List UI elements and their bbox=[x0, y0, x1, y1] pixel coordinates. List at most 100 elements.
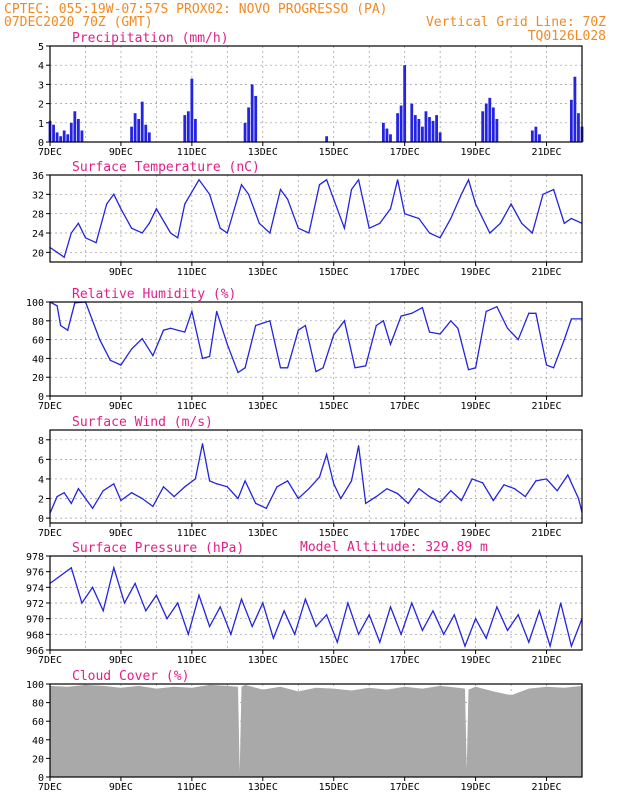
temperature-point bbox=[240, 184, 243, 186]
x-tick-label: 15DEC bbox=[319, 267, 349, 278]
wind-point bbox=[492, 499, 494, 502]
humidity-point bbox=[287, 367, 289, 369]
humidity-point bbox=[304, 324, 306, 327]
temperature-point bbox=[56, 251, 58, 253]
wind-point bbox=[120, 499, 122, 502]
precip-bar bbox=[396, 113, 399, 142]
x-tick-label: 13DEC bbox=[248, 401, 278, 412]
precip-bar bbox=[183, 115, 187, 142]
wind-point bbox=[357, 445, 360, 447]
y-tick-label: 4 bbox=[38, 475, 44, 486]
pressure-point bbox=[432, 610, 434, 612]
precip-bar bbox=[538, 134, 541, 142]
temperature-point bbox=[141, 232, 143, 234]
precip-bar bbox=[381, 122, 385, 142]
pressure-point bbox=[102, 610, 104, 612]
temperature-point bbox=[297, 227, 299, 229]
precip-bar bbox=[399, 105, 403, 142]
pressure-point bbox=[464, 645, 466, 647]
temperature-point bbox=[279, 188, 282, 191]
temperature-point bbox=[318, 184, 321, 186]
precip-bar bbox=[250, 84, 254, 142]
pressure-point bbox=[347, 602, 349, 604]
y-tick-label: 24 bbox=[32, 229, 44, 240]
x-tick-label: 11DEC bbox=[177, 401, 207, 412]
x-tick-label: 19DEC bbox=[461, 782, 491, 793]
wind-point bbox=[201, 443, 204, 445]
precip-bar bbox=[66, 134, 70, 142]
wind-point bbox=[450, 490, 452, 492]
temperature-point bbox=[467, 179, 470, 181]
precip-bar bbox=[325, 136, 329, 142]
temperature-point bbox=[308, 232, 310, 234]
temperature-point bbox=[120, 208, 122, 210]
y-tick-label: 100 bbox=[26, 680, 44, 691]
humidity-line bbox=[49, 301, 582, 374]
precip-bar bbox=[55, 132, 59, 142]
precip-bar bbox=[73, 111, 77, 142]
humidity-point bbox=[411, 312, 413, 314]
precip-bar bbox=[62, 130, 66, 142]
x-tick-label: 17DEC bbox=[390, 782, 420, 793]
wind-point bbox=[545, 478, 548, 480]
temperature-line bbox=[49, 178, 583, 259]
pressure-point bbox=[155, 594, 157, 596]
pressure-point bbox=[336, 641, 338, 643]
wind-point bbox=[386, 488, 388, 490]
temperature-point bbox=[542, 193, 544, 195]
wind-point bbox=[482, 482, 484, 484]
temperature-point bbox=[450, 217, 452, 220]
humidity-point bbox=[439, 333, 441, 335]
y-tick-label: 20 bbox=[32, 248, 44, 259]
x-tick-label: 17DEC bbox=[390, 655, 420, 666]
pressure-point bbox=[453, 614, 455, 616]
pressure-point bbox=[357, 633, 360, 635]
y-tick-label: 20 bbox=[32, 754, 44, 765]
wind-point bbox=[524, 495, 526, 498]
temperature-point bbox=[379, 222, 381, 224]
pressure-point bbox=[304, 598, 306, 600]
humidity-point bbox=[517, 339, 519, 341]
x-tick-label: 19DEC bbox=[461, 401, 491, 412]
y-tick-label: 80 bbox=[32, 317, 44, 328]
temperature-point bbox=[287, 198, 289, 200]
precip-bar bbox=[52, 124, 55, 142]
temperature-point bbox=[489, 232, 491, 234]
temperature-point bbox=[418, 217, 420, 220]
precip-bar bbox=[194, 118, 197, 142]
wind-point bbox=[396, 493, 399, 495]
wind-point bbox=[162, 486, 165, 488]
humidity-point bbox=[570, 318, 572, 320]
wind-point bbox=[84, 497, 87, 500]
humidity-point bbox=[237, 371, 239, 374]
pressure-point bbox=[123, 602, 126, 604]
pressure-point bbox=[272, 637, 275, 639]
humidity-point bbox=[56, 305, 58, 307]
humidity-point bbox=[322, 367, 324, 369]
x-tick-label: 21DEC bbox=[531, 147, 561, 158]
wind-point bbox=[535, 480, 537, 482]
y-tick-label: 976 bbox=[26, 568, 44, 579]
y-tick-label: 20 bbox=[32, 373, 44, 384]
humidity-point bbox=[467, 369, 470, 371]
wind-point bbox=[77, 488, 79, 490]
y-tick-label: 60 bbox=[32, 717, 44, 728]
precip-bar bbox=[413, 115, 417, 142]
temperature-point bbox=[258, 222, 260, 224]
humidity-point bbox=[130, 348, 133, 350]
wind-point bbox=[56, 495, 58, 498]
precip-bar bbox=[438, 132, 442, 142]
humidity-point bbox=[209, 355, 211, 358]
humidity-point bbox=[354, 367, 356, 369]
humidity-point bbox=[475, 367, 477, 369]
temperature-point bbox=[269, 232, 271, 234]
precip-bar bbox=[488, 97, 492, 142]
forecast-date: 07DEC2020 70Z (GMT) bbox=[4, 15, 153, 30]
temperature-point bbox=[460, 193, 463, 195]
x-tick-label: 15DEC bbox=[319, 782, 349, 793]
y-tick-label: 4 bbox=[38, 61, 44, 72]
x-tick-label: 19DEC bbox=[461, 267, 491, 278]
precip-bar bbox=[186, 111, 190, 142]
temperature-point bbox=[333, 198, 335, 200]
